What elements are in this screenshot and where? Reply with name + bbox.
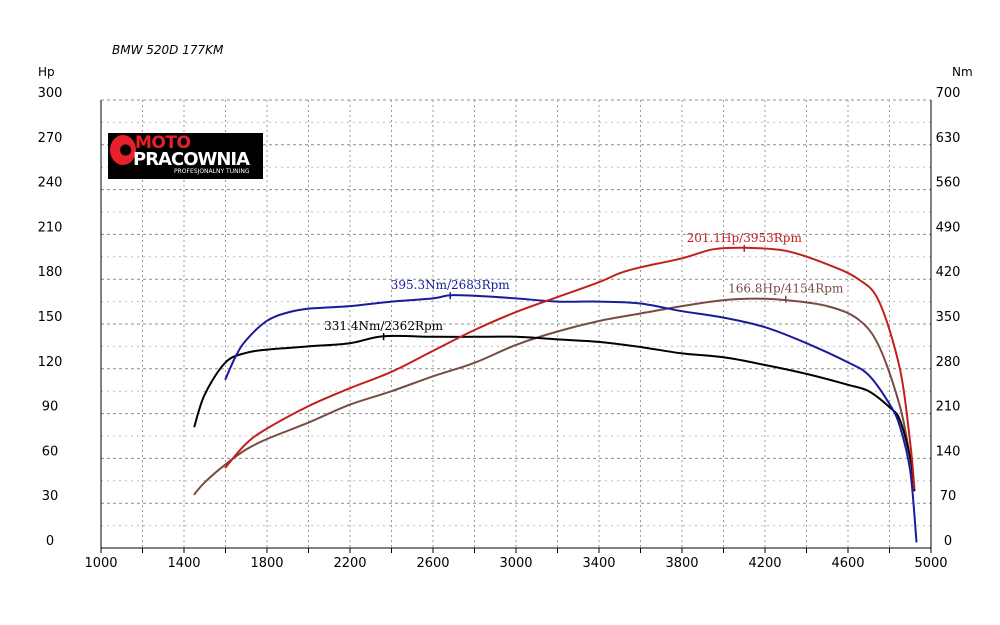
x-tick-label: 3800 (665, 556, 698, 571)
left-tick-label: 60 (42, 444, 59, 459)
right-tick-label: 0 (944, 534, 952, 549)
series-line-torque-stock (193, 334, 916, 492)
series-group (193, 246, 918, 543)
series-line-torque-tuned (224, 294, 918, 543)
peak-label: 166.8Hp/4154Rpm (728, 282, 844, 296)
left-tick-label: 120 (38, 355, 63, 370)
logo: MOTO PRACOWNIA PROFESJONALNY TUNING (108, 133, 263, 179)
x-tick-label: 1400 (167, 556, 200, 571)
peak-label: 331.4Nm/2362Rpm (324, 319, 444, 333)
x-tick-label: 5000 (914, 556, 947, 571)
right-tick-label: 700 (936, 86, 961, 101)
logo-wheel-icon (110, 135, 136, 165)
peak-label: 395.3Nm/2683Rpm (391, 278, 511, 292)
right-tick-label: 560 (936, 176, 961, 191)
x-tick-label: 4600 (831, 556, 864, 571)
left-tick-label: 30 (42, 489, 59, 504)
left-tick-label: 210 (38, 220, 63, 235)
annotations-group: 201.1Hp/3953Rpm 395.3Nm/2683Rpm 166.8Hp/41… (324, 231, 844, 341)
right-tick-label: 140 (936, 444, 961, 459)
left-tick-label: 0 (46, 534, 54, 549)
right-tick-label: 490 (936, 220, 961, 235)
right-axis-unit: Nm (952, 65, 973, 79)
x-tick-label: 2200 (333, 556, 366, 571)
series-line-power-tuned (224, 246, 916, 490)
x-tick-label: 3000 (499, 556, 532, 571)
x-tick-label: 1000 (84, 556, 117, 571)
right-tick-label: 70 (940, 489, 957, 504)
x-tick-label: 1800 (250, 556, 283, 571)
left-tick-label: 180 (38, 265, 63, 280)
right-tick-label: 280 (936, 355, 961, 370)
grid (101, 99, 931, 549)
x-tick-label: 2600 (416, 556, 449, 571)
right-tick-label: 420 (936, 265, 961, 280)
left-tick-label: 240 (38, 176, 63, 191)
left-tick-label: 300 (38, 86, 63, 101)
left-tick-label: 90 (42, 400, 59, 415)
logo-moto-text: MOTO (135, 133, 191, 153)
right-tick-label: 210 (936, 400, 961, 415)
axes (100, 100, 932, 553)
series-line-power-stock (193, 297, 912, 496)
logo-subtitle-text: PROFESJONALNY TUNING (174, 168, 250, 175)
tick-labels: 1000 1400 1800 2200 2600 3000 3400 3800 4200 4600… (38, 86, 961, 571)
peak-label: 201.1Hp/3953Rpm (687, 231, 803, 245)
left-tick-label: 150 (38, 310, 63, 325)
left-tick-label: 270 (38, 131, 63, 146)
right-tick-label: 350 (936, 310, 961, 325)
left-axis-unit: Hp (38, 65, 55, 79)
x-tick-label: 4200 (748, 556, 781, 571)
right-tick-label: 630 (936, 131, 961, 146)
chart-title: BMW 520D 177KM (112, 43, 224, 57)
logo-pracownia-text: PRACOWNIA (133, 149, 250, 170)
x-tick-label: 3400 (582, 556, 615, 571)
